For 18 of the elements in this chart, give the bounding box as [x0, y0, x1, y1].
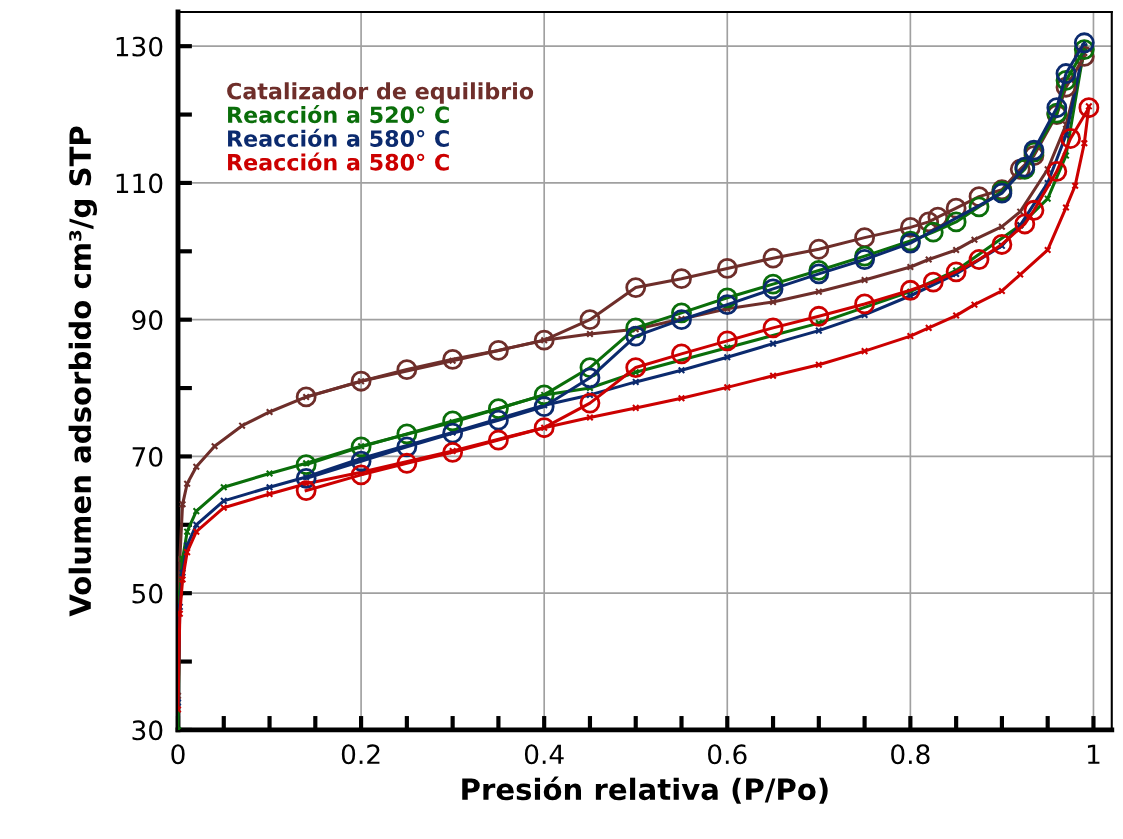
- y-tick-label: 130: [116, 36, 163, 57]
- x-tick-label: 0.6: [708, 744, 747, 765]
- text: Reacción a 580° C: [228, 152, 449, 171]
- x-tick-label: 1: [1087, 744, 1100, 764]
- y-axis-title: Volumen adsorbido cm³/g STP: [68, 126, 98, 617]
- y-tick-label: 70: [132, 446, 163, 467]
- text: Catalizador de equilibrio: [227, 82, 534, 104]
- x-tick-label: 0.8: [891, 744, 930, 765]
- x-tick-label: 0.4: [524, 744, 564, 765]
- x-tick-label: 0.2: [341, 744, 380, 765]
- x-axis-title: Presión relativa (P/Po): [462, 776, 828, 804]
- text: Reacción a 580° C: [228, 128, 449, 147]
- y-tick-label: 30: [132, 720, 163, 741]
- text: Reacción a 520° C: [228, 105, 449, 124]
- y-tick-label: 50: [132, 583, 163, 604]
- y-tick-label: 90: [132, 310, 163, 331]
- x-tick-label: 0: [171, 744, 185, 765]
- y-tick-label: 110: [116, 173, 163, 194]
